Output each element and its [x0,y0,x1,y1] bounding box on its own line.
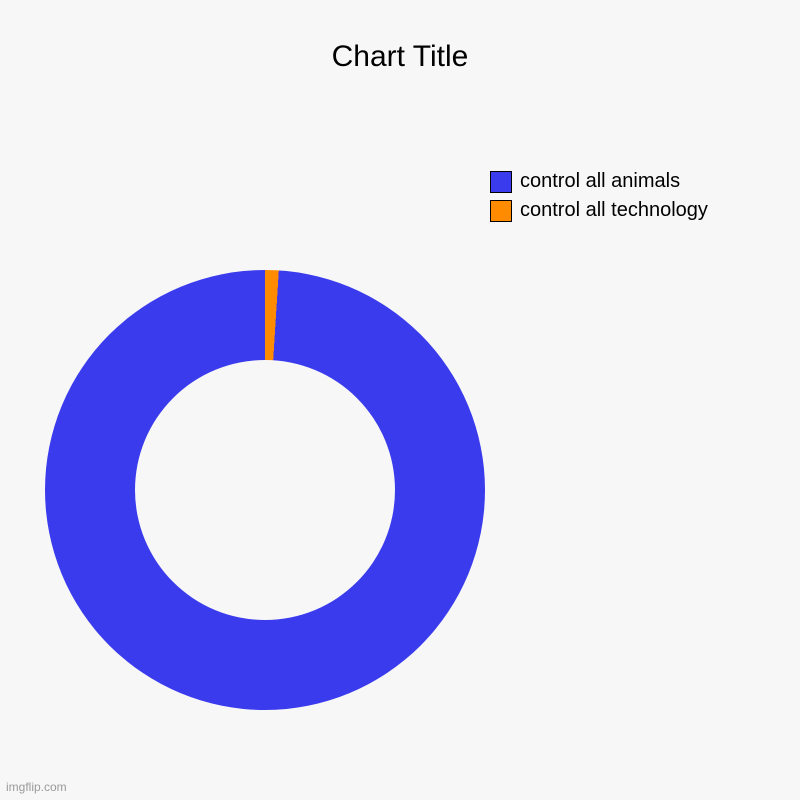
donut-ring [45,270,485,710]
legend-item: control all animals [490,170,708,193]
chart-title: Chart Title [0,40,800,74]
legend-label: control all animals [520,170,680,193]
donut-hole [135,360,395,620]
legend-label: control all technology [520,199,708,222]
donut-chart [45,270,485,710]
legend-swatch [490,171,512,193]
chart-canvas: Chart Title control all animals control … [0,0,800,800]
legend-swatch [490,200,512,222]
legend: control all animals control all technolo… [490,170,708,228]
watermark: imgflip.com [6,780,67,794]
legend-item: control all technology [490,199,708,222]
